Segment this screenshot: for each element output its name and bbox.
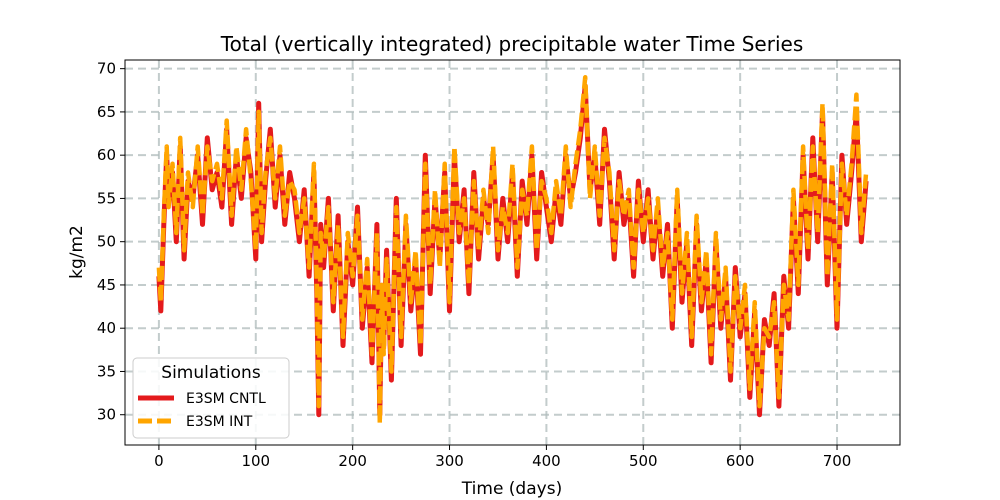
- x-tick-label: 400: [532, 452, 561, 470]
- x-tick-label: 200: [338, 452, 367, 470]
- legend-box: [132, 357, 290, 439]
- x-tick-label: 600: [726, 452, 755, 470]
- legend: Simulations E3SM CNTL E3SM INT: [132, 357, 290, 439]
- y-axis-label: kg/m2: [67, 225, 87, 279]
- x-tick-label: 300: [435, 452, 464, 470]
- legend-title: Simulations: [161, 363, 261, 383]
- x-tick-label: 0: [154, 452, 164, 470]
- x-axis-label: Time (days): [461, 479, 562, 499]
- series-layer: [156, 75, 869, 426]
- y-tick-label: 60: [97, 146, 116, 164]
- legend-label-cntl: E3SM CNTL: [186, 391, 266, 407]
- y-tick-label: 70: [97, 60, 116, 78]
- series-line-int: [156, 75, 869, 426]
- y-tick-label: 30: [97, 406, 116, 424]
- chart-title: Total (vertically integrated) precipitab…: [220, 32, 804, 56]
- y-tick-label: 50: [97, 233, 116, 251]
- legend-label-int: E3SM INT: [186, 414, 253, 430]
- x-tick-label: 100: [241, 452, 270, 470]
- y-tick-label: 35: [97, 362, 116, 380]
- plot-frame: [124, 59, 901, 446]
- y-tick-label: 65: [97, 103, 116, 121]
- y-tick-label: 45: [97, 276, 116, 294]
- y-tick-label: 55: [97, 189, 116, 207]
- ticks-layer: 0 100 200 300 400 500 600 700 30 35 40 45 50 55 60 65 70: [97, 60, 851, 470]
- y-tick-label: 40: [97, 319, 116, 337]
- x-tick-label: 700: [823, 452, 852, 470]
- x-tick-label: 500: [629, 452, 658, 470]
